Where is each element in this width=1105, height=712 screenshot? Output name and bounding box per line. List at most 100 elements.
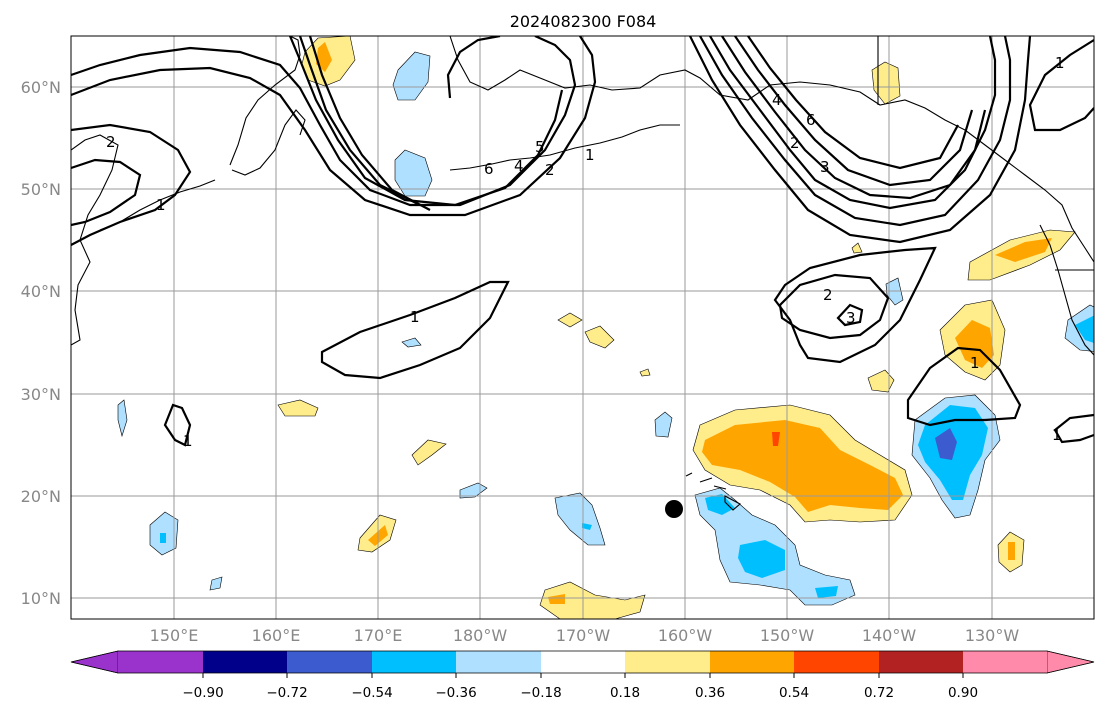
lon-label: 160°W: [658, 626, 713, 645]
negative-anomaly-region: [401, 337, 422, 348]
aleutian-islands: [449, 124, 680, 171]
contour-line: [906, 346, 1022, 427]
lat-label: 10°N: [21, 589, 61, 608]
negative-anomaly-core: [815, 586, 838, 598]
positive-anomaly-core: [955, 320, 994, 368]
contour-line: [446, 36, 501, 99]
positive-anomaly-region: [639, 368, 651, 377]
lon-label: 140°W: [862, 626, 917, 645]
colorbar-label: 0.18: [610, 685, 640, 701]
positive-anomaly-region: [411, 439, 447, 466]
map-frame: [70, 35, 1095, 620]
colorbar-segment: [456, 651, 541, 673]
contour-line: [288, 36, 564, 207]
contour-label: 2: [790, 134, 800, 152]
positive-anomaly-peak: [772, 432, 780, 446]
negative-anomaly-core: [705, 494, 735, 515]
colorbar-label: −0.36: [435, 685, 476, 701]
map-layers: 2 1 6 4 5 2 1 6 4 2 3 2 3 1 1 1 1 1: [71, 36, 1094, 619]
negative-anomaly-core: [738, 540, 785, 578]
contour-line: [71, 158, 142, 227]
asia-coastline: [71, 134, 119, 346]
contour-labels: 2 1 6 4 5 2 1 6 4 2 3 2 3 1 1 1 1 1: [106, 54, 1065, 450]
contour-label: 3: [820, 158, 830, 176]
positive-anomaly-region: [867, 369, 895, 393]
colorbar-segment: [963, 651, 1047, 673]
contour-label: 2: [106, 133, 116, 151]
colorbar-segment: [541, 651, 625, 673]
colorbar-upper-extension: [1046, 650, 1095, 674]
negative-anomaly-core: [160, 533, 166, 543]
contour-line: [71, 123, 192, 246]
contour-label: 1: [410, 308, 420, 326]
contour-label: 2: [823, 286, 833, 304]
contour-label: 2: [545, 161, 555, 179]
colorbar-segment: [625, 651, 710, 673]
colorbar-label: −0.54: [351, 685, 392, 701]
colorbar-segment: [710, 651, 794, 673]
contour-label: 1: [1052, 426, 1062, 444]
colorbar-label: −0.18: [520, 685, 561, 701]
contour-label: 4: [772, 91, 782, 109]
colorbar: −0.90 −0.72 −0.54 −0.36 −0.18 0.18 0.36 …: [70, 650, 1095, 701]
lat-label: 20°N: [21, 487, 61, 506]
positive-anomaly-core: [548, 594, 565, 604]
contour-label: 1: [183, 432, 193, 450]
contour-label: 1: [970, 354, 980, 372]
lat-label: 40°N: [21, 282, 61, 301]
contour-label: 3: [846, 309, 856, 327]
map-title: 2024082300 F084: [510, 12, 657, 31]
positive-anomaly-region: [277, 399, 319, 417]
colorbar-outline: [70, 650, 1095, 674]
latitude-labels: 60°N 50°N 40°N 30°N 20°N 10°N: [21, 78, 61, 608]
height-contours: [71, 36, 1094, 447]
contour-line: [308, 36, 431, 211]
lon-label: 150°W: [760, 626, 815, 645]
contour-line: [71, 36, 577, 207]
contour-line: [773, 246, 937, 364]
storm-center-marker: [665, 500, 683, 518]
contour-line: [1053, 413, 1094, 444]
positive-anomaly-region: [557, 312, 583, 328]
colorbar-segment: [879, 651, 963, 673]
contour-line: [778, 273, 890, 340]
contour-label: 1: [1055, 54, 1065, 72]
kamchatka-coastline: [229, 36, 306, 176]
positive-anomaly-core: [1008, 542, 1015, 560]
positive-anomaly-core: [995, 238, 1052, 262]
lon-label: 170°W: [556, 626, 611, 645]
lon-label: 150°E: [150, 626, 199, 645]
lat-label: 60°N: [21, 78, 61, 97]
lon-label: 180°W: [453, 626, 508, 645]
contour-label: 1: [156, 196, 166, 214]
positive-anomaly-region: [584, 325, 615, 349]
contour-label: 6: [484, 160, 494, 178]
lon-label: 170°E: [354, 626, 403, 645]
colorbar-lower-extension: [70, 650, 119, 674]
negative-anomaly-region: [394, 149, 433, 197]
contour-label: 4: [514, 157, 524, 175]
colorbar-label: 0.54: [779, 685, 809, 701]
contour-line: [298, 36, 421, 206]
hawaiian-islands: [685, 472, 741, 511]
contour-line: [163, 403, 192, 447]
colorbar-label: 0.36: [695, 685, 725, 701]
colorbar-segment: [372, 651, 456, 673]
contour-line: [734, 36, 974, 187]
contour-line: [699, 36, 1012, 227]
negative-anomaly-region: [654, 411, 673, 438]
contour-line: [320, 280, 510, 380]
negative-anomaly-peak: [935, 428, 957, 460]
lat-label: 30°N: [21, 385, 61, 404]
negative-anomaly-core: [582, 523, 592, 530]
positive-anomaly-core: [316, 42, 332, 72]
contour-line: [1028, 39, 1094, 132]
colorbar-segment: [287, 651, 372, 673]
colorbar-label: 0.72: [864, 685, 894, 701]
contour-line: [721, 36, 987, 200]
contour-line: [836, 303, 864, 327]
negative-anomaly-region: [554, 492, 606, 546]
contour-label: 1: [585, 146, 595, 164]
north-america-coastline: [1039, 224, 1094, 356]
